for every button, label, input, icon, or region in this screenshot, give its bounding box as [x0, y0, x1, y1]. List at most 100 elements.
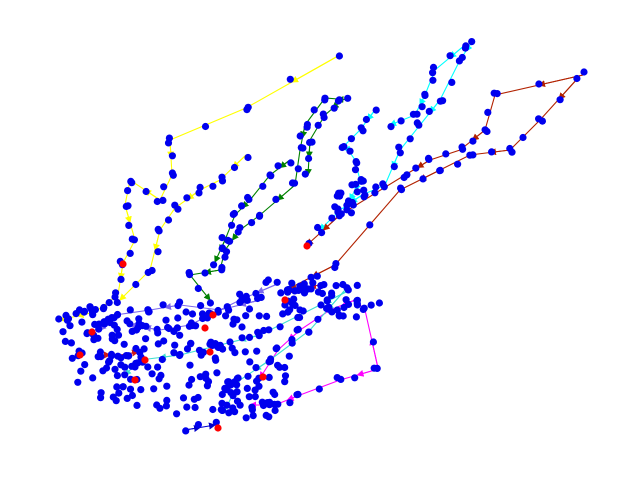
- graph-node: [287, 159, 295, 167]
- graph-node: [230, 163, 239, 172]
- graph-node: [233, 381, 241, 389]
- graph-node: [538, 117, 547, 125]
- graph-node: [305, 328, 313, 336]
- graph-node: [291, 287, 299, 295]
- route-edge-2: [119, 154, 247, 301]
- graph-node: [197, 302, 205, 310]
- highlight-node: [303, 242, 311, 250]
- graph-node: [249, 412, 257, 420]
- graph-node: [221, 384, 229, 392]
- graph-node: [210, 261, 218, 269]
- graph-node: [353, 159, 361, 167]
- graph-node: [351, 374, 359, 382]
- graph-node: [272, 195, 280, 203]
- highlight-node: [119, 260, 127, 268]
- graph-node: [225, 306, 233, 314]
- graph-node: [580, 68, 588, 76]
- graph-node: [288, 339, 296, 347]
- graph-node: [126, 306, 134, 314]
- graph-node: [281, 378, 289, 386]
- graph-node: [556, 96, 564, 104]
- graph-node: [372, 106, 380, 114]
- graph-node: [155, 375, 163, 383]
- graph-node: [421, 90, 429, 98]
- graph-node: [276, 323, 284, 331]
- graph-node: [360, 186, 368, 194]
- graph-node: [153, 401, 161, 409]
- graph-node: [197, 351, 205, 359]
- graph-node: [238, 323, 246, 331]
- graph-node: [468, 38, 476, 46]
- graph-node: [96, 348, 104, 356]
- graph-node: [290, 179, 299, 187]
- graph-node: [296, 132, 304, 140]
- graph-node: [320, 281, 328, 289]
- graph-node: [314, 315, 322, 323]
- graph-node: [506, 144, 514, 153]
- graph-node: [168, 152, 176, 160]
- graph-node: [296, 306, 304, 314]
- graph-node: [163, 382, 171, 390]
- graph-node: [338, 143, 346, 152]
- graph-node: [182, 308, 190, 316]
- graph-node: [406, 135, 414, 143]
- graph-node: [133, 401, 141, 409]
- graph-node: [158, 355, 166, 364]
- graph-node: [334, 97, 342, 105]
- graph-node: [218, 406, 226, 414]
- graph-node: [171, 341, 179, 349]
- graph-node: [403, 171, 411, 179]
- graph-node: [332, 260, 340, 268]
- graph-node: [347, 135, 355, 143]
- graph-node: [315, 385, 323, 393]
- graph-node: [483, 127, 491, 136]
- graph-node: [132, 344, 140, 353]
- highlight-node: [281, 296, 289, 304]
- highlight-node: [214, 424, 222, 432]
- graph-node: [244, 153, 252, 162]
- graph-node: [117, 275, 125, 283]
- graph-node: [362, 115, 370, 124]
- graph-node: [353, 188, 361, 196]
- graph-node: [314, 223, 322, 232]
- graph-node: [313, 272, 321, 280]
- graph-node: [159, 301, 167, 309]
- graph-node: [176, 331, 184, 339]
- graph-node: [318, 229, 326, 237]
- graph-node: [125, 221, 133, 229]
- graph-node: [113, 311, 121, 319]
- graph-node: [448, 78, 456, 86]
- graph-node: [144, 363, 152, 371]
- graph-node: [81, 361, 89, 369]
- graph-node: [187, 340, 195, 348]
- graph-node: [154, 363, 162, 371]
- graph-node: [323, 304, 331, 313]
- route-edge-3: [319, 41, 473, 231]
- graph-node: [209, 182, 217, 190]
- graph-node: [111, 365, 119, 373]
- graph-node: [169, 171, 177, 179]
- graph-node: [298, 285, 306, 293]
- graph-node: [201, 122, 210, 131]
- graph-node: [281, 372, 290, 380]
- graph-node: [198, 310, 207, 318]
- graph-node: [55, 315, 63, 323]
- graph-node: [183, 194, 191, 202]
- graph-node: [257, 293, 265, 301]
- graph-node: [173, 410, 181, 418]
- graph-node: [413, 119, 421, 127]
- graph-node: [137, 386, 145, 394]
- graph-node: [144, 268, 152, 277]
- graph-node: [218, 234, 226, 242]
- graph-node: [397, 117, 405, 125]
- highlight-node: [206, 348, 214, 356]
- graph-node: [128, 391, 136, 400]
- graph-node: [75, 306, 84, 314]
- graph-node: [154, 225, 162, 233]
- graph-node: [248, 406, 256, 414]
- graph-node: [318, 289, 326, 298]
- graph-node: [91, 320, 99, 328]
- graph-node: [238, 334, 246, 342]
- graph-node: [192, 322, 200, 330]
- graph-node: [251, 386, 259, 394]
